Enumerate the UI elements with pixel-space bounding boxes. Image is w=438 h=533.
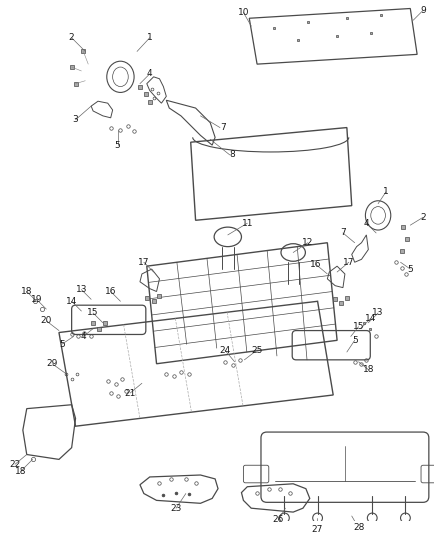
- Text: 23: 23: [170, 504, 181, 513]
- Text: 9: 9: [419, 6, 425, 15]
- Text: 1: 1: [382, 188, 388, 197]
- Text: 10: 10: [237, 8, 249, 17]
- Text: 17: 17: [342, 258, 354, 266]
- Text: 2: 2: [69, 33, 74, 42]
- Text: 12: 12: [301, 238, 313, 247]
- Text: 22: 22: [9, 460, 21, 469]
- Text: 18: 18: [362, 365, 373, 374]
- Text: 15: 15: [87, 309, 99, 318]
- Text: 3: 3: [73, 115, 78, 124]
- Text: 8: 8: [229, 150, 235, 159]
- Text: 4: 4: [80, 332, 86, 341]
- Text: 21: 21: [124, 389, 136, 398]
- Text: 15: 15: [352, 322, 364, 331]
- Text: 18: 18: [15, 466, 27, 475]
- Text: 24: 24: [219, 345, 230, 354]
- Text: 5: 5: [406, 264, 412, 273]
- Text: 29: 29: [46, 359, 58, 368]
- Text: 11: 11: [241, 219, 252, 228]
- Text: 18: 18: [21, 287, 32, 296]
- Text: 7: 7: [339, 229, 345, 238]
- Text: 16: 16: [105, 287, 116, 296]
- Text: 17: 17: [138, 258, 149, 266]
- Text: 14: 14: [66, 297, 77, 306]
- Text: 5: 5: [59, 340, 65, 349]
- Text: 14: 14: [364, 314, 375, 324]
- Text: 1: 1: [146, 33, 152, 42]
- Text: 16: 16: [309, 260, 321, 269]
- Text: 28: 28: [352, 523, 364, 532]
- Text: 19: 19: [31, 295, 42, 304]
- Text: 2: 2: [419, 213, 425, 222]
- Text: 13: 13: [75, 285, 87, 294]
- Text: 4: 4: [147, 69, 152, 78]
- Text: 5: 5: [351, 336, 357, 345]
- Text: 4: 4: [363, 219, 368, 228]
- Text: 20: 20: [40, 316, 52, 325]
- Text: 25: 25: [251, 345, 262, 354]
- Text: 5: 5: [114, 141, 120, 150]
- Text: 27: 27: [310, 525, 321, 533]
- Text: 26: 26: [272, 515, 283, 524]
- Text: 7: 7: [219, 123, 225, 132]
- Text: 13: 13: [371, 309, 383, 318]
